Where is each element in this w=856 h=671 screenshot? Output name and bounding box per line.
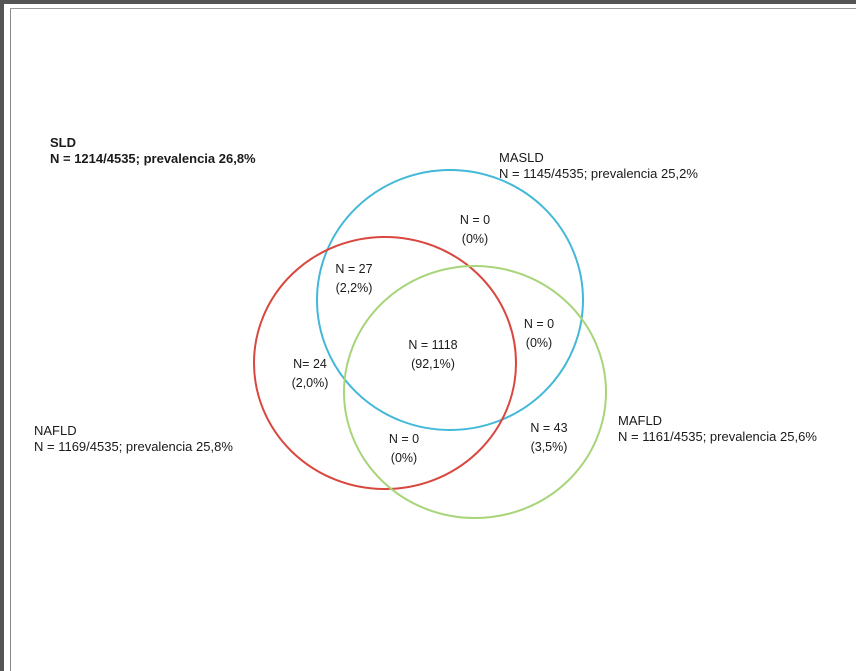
masld-circle [316, 169, 584, 431]
masld-name: MASLD [499, 150, 544, 165]
region-nafld-mafld-pct: (0%) [391, 451, 417, 465]
region-mafld-only-pct: (3,5%) [531, 440, 568, 454]
sld-name: SLD [50, 135, 76, 150]
region-masld-nafld-pct: (2,2%) [336, 281, 373, 295]
region-masld-nafld: N = 27 (2,2%) [335, 262, 372, 295]
frame-border-top [0, 0, 856, 4]
region-all-three: N = 1118 (92,1%) [408, 338, 457, 371]
region-masld-nafld-n: N = 27 [335, 262, 372, 276]
region-masld-mafld-n: N = 0 [524, 317, 554, 331]
sld-stat: N = 1214/4535; prevalencia 26,8% [50, 151, 256, 166]
region-mafld-only: N = 43 (3,5%) [530, 421, 567, 454]
region-nafld-mafld-n: N = 0 [389, 432, 419, 446]
mafld-stat: N = 1161/4535; prevalencia 25,6% [618, 429, 817, 444]
region-nafld-only: N= 24 (2,0%) [292, 357, 329, 390]
region-all-three-pct: (92,1%) [411, 357, 455, 371]
nafld-label: NAFLD N = 1169/4535; prevalencia 25,8% [34, 423, 233, 455]
region-masld-only: N = 0 (0%) [460, 213, 490, 246]
mafld-name: MAFLD [618, 413, 663, 428]
frame-inner-border-left [10, 8, 11, 671]
region-masld-only-n: N = 0 [460, 213, 490, 227]
region-masld-mafld: N = 0 (0%) [524, 317, 554, 350]
region-masld-mafld-pct: (0%) [526, 336, 552, 350]
region-mafld-only-n: N = 43 [530, 421, 567, 435]
frame-border-left [0, 0, 4, 671]
mafld-circle [343, 265, 607, 519]
masld-label: MASLD N = 1145/4535; prevalencia 25,2% [499, 150, 698, 182]
region-nafld-mafld: N = 0 (0%) [389, 432, 419, 465]
mafld-label: MAFLD N = 1161/4535; prevalencia 25,6% [618, 413, 817, 445]
nafld-circle [253, 236, 517, 490]
frame-inner-border-top [10, 8, 856, 9]
sld-label: SLD N = 1214/4535; prevalencia 26,8% [50, 135, 256, 167]
region-nafld-only-n: N= 24 [293, 357, 327, 371]
nafld-name: NAFLD [34, 423, 77, 438]
region-masld-only-pct: (0%) [462, 232, 488, 246]
nafld-stat: N = 1169/4535; prevalencia 25,8% [34, 439, 233, 454]
masld-stat: N = 1145/4535; prevalencia 25,2% [499, 166, 698, 181]
region-all-three-n: N = 1118 [408, 338, 457, 352]
region-nafld-only-pct: (2,0%) [292, 376, 329, 390]
